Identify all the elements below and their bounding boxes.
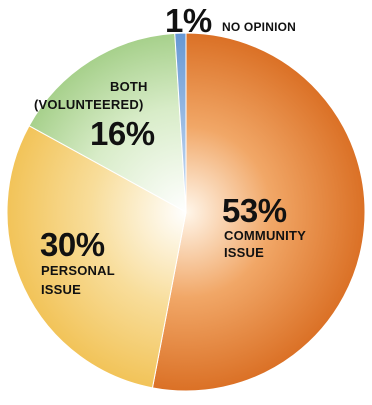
slice-label-personal-name-line2: ISSUE bbox=[41, 282, 82, 297]
slice-label-personal-percent: 30% bbox=[40, 226, 105, 263]
slice-label-personal-name-line1: PERSONAL bbox=[41, 263, 115, 278]
slice-label-community-name-line1: COMMUNITY bbox=[224, 228, 306, 243]
slice-label-community-name-line2: ISSUE bbox=[224, 245, 265, 260]
slice-label-both-name-line2: (VOLUNTEERED) bbox=[34, 97, 144, 112]
slice-label-community-percent: 53% bbox=[222, 192, 287, 229]
slice-label-both-percent: 16% bbox=[90, 115, 155, 152]
pie-slice-both bbox=[28, 32, 187, 213]
pie-slice-personal bbox=[6, 125, 187, 389]
pie-slice-community bbox=[151, 32, 366, 392]
slice-label-no-opinion-name: NO OPINION bbox=[222, 20, 297, 34]
slice-label-both-name-line1: BOTH bbox=[110, 79, 148, 94]
pie-slice-no-opinion bbox=[174, 32, 187, 213]
slice-label-no-opinion-percent: 1% bbox=[165, 2, 212, 39]
